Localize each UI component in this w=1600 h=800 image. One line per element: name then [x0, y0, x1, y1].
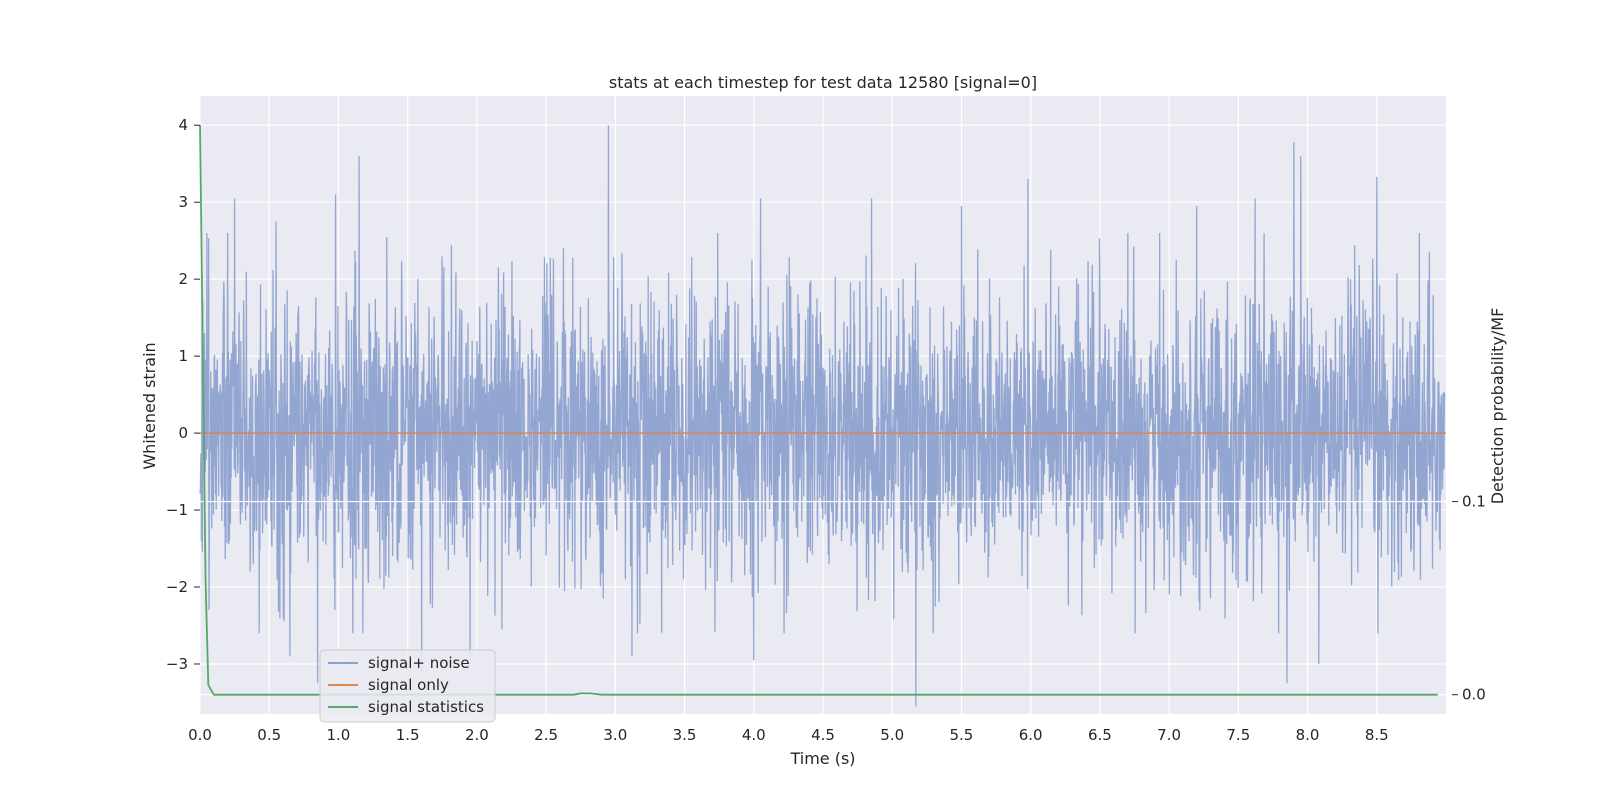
- x-tick-label: 7.5: [1226, 726, 1250, 744]
- signal-plus-noise-line: [199, 125, 1446, 707]
- y-tick-label: 2: [178, 270, 188, 288]
- x-tick-label: 6.0: [1019, 726, 1043, 744]
- x-tick-label: 7.0: [1157, 726, 1181, 744]
- series-signal-statistics: [199, 124, 1438, 696]
- legend-label-signal-only: signal only: [368, 676, 449, 694]
- x-tick-label: 1.0: [327, 726, 351, 744]
- x-tick-label: 5.5: [950, 726, 974, 744]
- legend-label-signal-statistics: signal statistics: [368, 698, 484, 716]
- y-tick-label: −3: [166, 655, 188, 673]
- x-tick-label: 0.5: [257, 726, 281, 744]
- chart-title: stats at each timestep for test data 125…: [609, 73, 1037, 92]
- y-tick-label: −2: [166, 578, 188, 596]
- x-tick-label: 3.5: [673, 726, 697, 744]
- legend: signal+ noise signal only signal statist…: [319, 649, 496, 723]
- y2-axis-ticks: 0.1 0.0: [1452, 493, 1486, 704]
- x-axis-title: Time (s): [789, 749, 855, 768]
- y-tick-label: 0: [178, 424, 188, 442]
- x-tick-label: 4.0: [742, 726, 766, 744]
- y2-tick-label: 0.1: [1462, 493, 1486, 511]
- x-tick-label: 3.0: [603, 726, 627, 744]
- legend-label-signal-plus-noise: signal+ noise: [368, 654, 470, 672]
- y-tick-label: 1: [178, 347, 188, 365]
- y-tick-label: 3: [178, 193, 188, 211]
- x-tick-label: 8.0: [1296, 726, 1320, 744]
- y-axis-ticks: 4 3 2 1 0 −1 −2 −3: [166, 116, 200, 673]
- x-tick-label: 8.5: [1365, 726, 1389, 744]
- x-tick-label: 0.0: [188, 726, 212, 744]
- y-tick-label: −1: [166, 501, 188, 519]
- y2-tick-label: 0.0: [1462, 686, 1486, 704]
- x-tick-label: 5.0: [880, 726, 904, 744]
- y-tick-label: 4: [178, 116, 188, 134]
- x-tick-label: 2.5: [534, 726, 558, 744]
- x-axis-ticks: 0.0 0.5 1.0 1.5 2.0 2.5 3.0 3.5 4.0 4.5 5.0 5.5 6.0 6…: [188, 726, 1389, 744]
- x-tick-label: 6.5: [1088, 726, 1112, 744]
- y-axis-title: Whitened strain: [140, 342, 159, 469]
- series-signal-plus-noise: [199, 125, 1446, 707]
- y2-axis-title: Detection probability/MF: [1488, 308, 1507, 505]
- legend-box: [319, 649, 496, 723]
- x-tick-label: 2.0: [465, 726, 489, 744]
- signal-statistics-line: [199, 124, 1438, 696]
- x-tick-label: 1.5: [396, 726, 420, 744]
- x-tick-label: 4.5: [811, 726, 835, 744]
